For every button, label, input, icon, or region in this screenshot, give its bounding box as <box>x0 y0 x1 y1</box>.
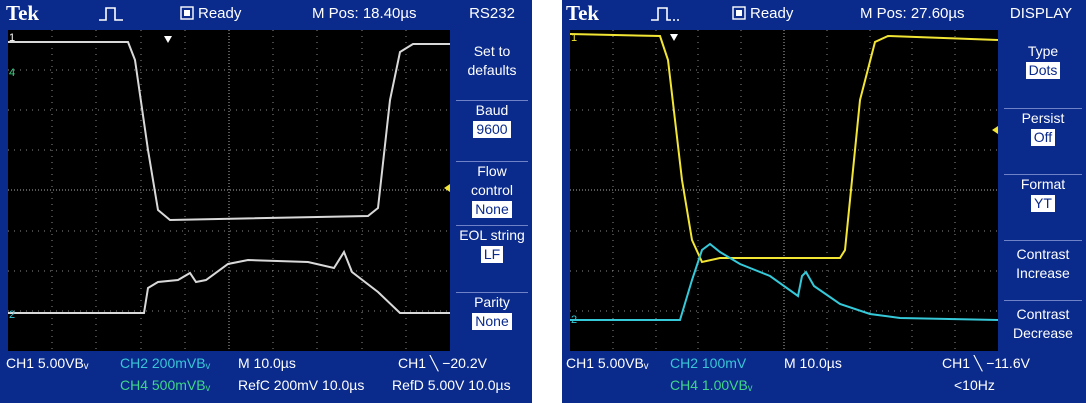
ch2-trace <box>570 242 998 321</box>
oscilloscope-right: Tek Ready M Pos: 27.60µs DISPLAY <box>562 0 1086 403</box>
set-to-defaults-button[interactable]: Set to defaults <box>456 42 528 80</box>
rs232-side-menu: Set to defaults Baud 9600 Flow control N… <box>450 30 532 351</box>
persist-value: Off <box>1030 129 1056 146</box>
format-button[interactable]: Format YT <box>1004 174 1082 213</box>
readout-bar: CH1 5.00VBᵥ CH2 100mV M 10.0µs CH1 ╲ −11… <box>562 351 1086 403</box>
trigger-pulse-icon <box>99 7 123 21</box>
waveform-graticule: 1 4 2 <box>8 30 450 351</box>
readout-bar: CH1 5.00VBᵥ CH2 200mVBᵥ M 10.0µs CH1 ╲ −… <box>0 351 532 403</box>
parity-value: None <box>472 313 512 330</box>
waveform-graticule: 1 2 <box>570 30 998 351</box>
refd-readout: RefD 5.00V 10.0µs <box>392 377 511 393</box>
brand-label: Tek <box>6 1 40 25</box>
trigger-level-arrow-icon <box>992 126 998 134</box>
menu-title: DISPLAY <box>1009 5 1073 22</box>
brand-label: Tek <box>566 1 600 25</box>
baud-value: 9600 <box>473 121 511 138</box>
ch4-scale: CH4 1.00VBᵥ <box>670 377 753 393</box>
persist-label: Persist <box>1021 110 1065 126</box>
acquisition-status: Ready <box>198 5 242 22</box>
parity-button[interactable]: Parity None <box>456 292 528 331</box>
ch1-marker: 1 <box>9 32 15 44</box>
menu-title: RS232 <box>469 5 515 22</box>
trigger-position-arrow-icon <box>164 36 172 43</box>
trigger-readout: CH1 ╲ −20.2V <box>398 355 487 371</box>
ch2-scale: CH2 200mVBᵥ <box>120 355 211 371</box>
ch2-marker: 2 <box>571 314 577 326</box>
status-square-icon <box>732 6 746 20</box>
flow-control-button[interactable]: Flow control None <box>456 161 528 219</box>
oscilloscope-left: Tek Ready M Pos: 18.40µs RS232 <box>0 0 532 403</box>
timebase: M 10.0µs <box>238 355 296 371</box>
ch4-scale: CH4 500mVBᵥ <box>120 377 211 393</box>
flow-control-value: None <box>472 201 512 218</box>
ch1-scale: CH1 5.00VBᵥ <box>566 355 649 371</box>
parity-label: Parity <box>474 294 510 310</box>
ch1-marker: 1 <box>571 32 577 44</box>
display-side-menu: Type Dots Persist Off Format YT Contrast… <box>998 30 1086 351</box>
status-bar: Tek Ready M Pos: 18.40µs RS232 <box>0 0 532 30</box>
eol-string-label: EOL string <box>459 227 525 243</box>
horizontal-position: M Pos: 27.60µs <box>860 5 965 22</box>
type-button[interactable]: Type Dots <box>1004 42 1082 80</box>
format-label: Format <box>1020 176 1066 192</box>
ch2-trace <box>8 249 450 314</box>
ch2-marker: 2 <box>9 309 15 321</box>
horizontal-position: M Pos: 18.40µs <box>312 5 417 22</box>
ch1-trace <box>570 33 998 264</box>
trigger-frequency: <10Hz <box>954 377 995 393</box>
contrast-decrease-label: Contrast Decrease <box>1013 306 1073 341</box>
baud-label: Baud <box>475 102 509 118</box>
timebase: M 10.0µs <box>784 355 842 371</box>
persist-button[interactable]: Persist Off <box>1004 108 1082 147</box>
type-label: Type <box>1027 43 1059 59</box>
eol-string-button[interactable]: EOL string LF <box>456 225 528 264</box>
trigger-level-arrow-icon <box>444 184 450 192</box>
eol-string-value: LF <box>480 246 504 263</box>
type-value: Dots <box>1025 62 1061 79</box>
contrast-decrease-button[interactable]: Contrast Decrease <box>1004 300 1082 343</box>
set-to-defaults-label: Set to defaults <box>467 43 517 78</box>
acquisition-status: Ready <box>750 5 794 22</box>
trigger-pulse-icon <box>651 7 679 21</box>
baud-button[interactable]: Baud 9600 <box>456 100 528 139</box>
status-square-icon <box>180 6 194 20</box>
refc-readout: RefC 200mV 10.0µs <box>238 377 365 393</box>
graticule-grid: 1 2 <box>570 30 998 351</box>
status-bar: Tek Ready M Pos: 27.60µs DISPLAY <box>562 0 1086 30</box>
ch1-scale: CH1 5.00VBᵥ <box>6 355 89 371</box>
trigger-position-arrow-icon <box>670 34 678 41</box>
flow-control-label: Flow control <box>470 163 514 198</box>
ch4-marker: 4 <box>9 67 15 79</box>
graticule-grid: 1 4 2 <box>8 30 450 351</box>
format-value: YT <box>1031 195 1055 212</box>
contrast-increase-button[interactable]: Contrast Increase <box>1004 240 1082 283</box>
contrast-increase-label: Contrast Increase <box>1016 246 1070 281</box>
ch2-scale: CH2 100mV <box>670 355 747 371</box>
trigger-readout: CH1 ╲ −11.6V <box>942 355 1030 371</box>
ch1-trace <box>8 41 450 222</box>
